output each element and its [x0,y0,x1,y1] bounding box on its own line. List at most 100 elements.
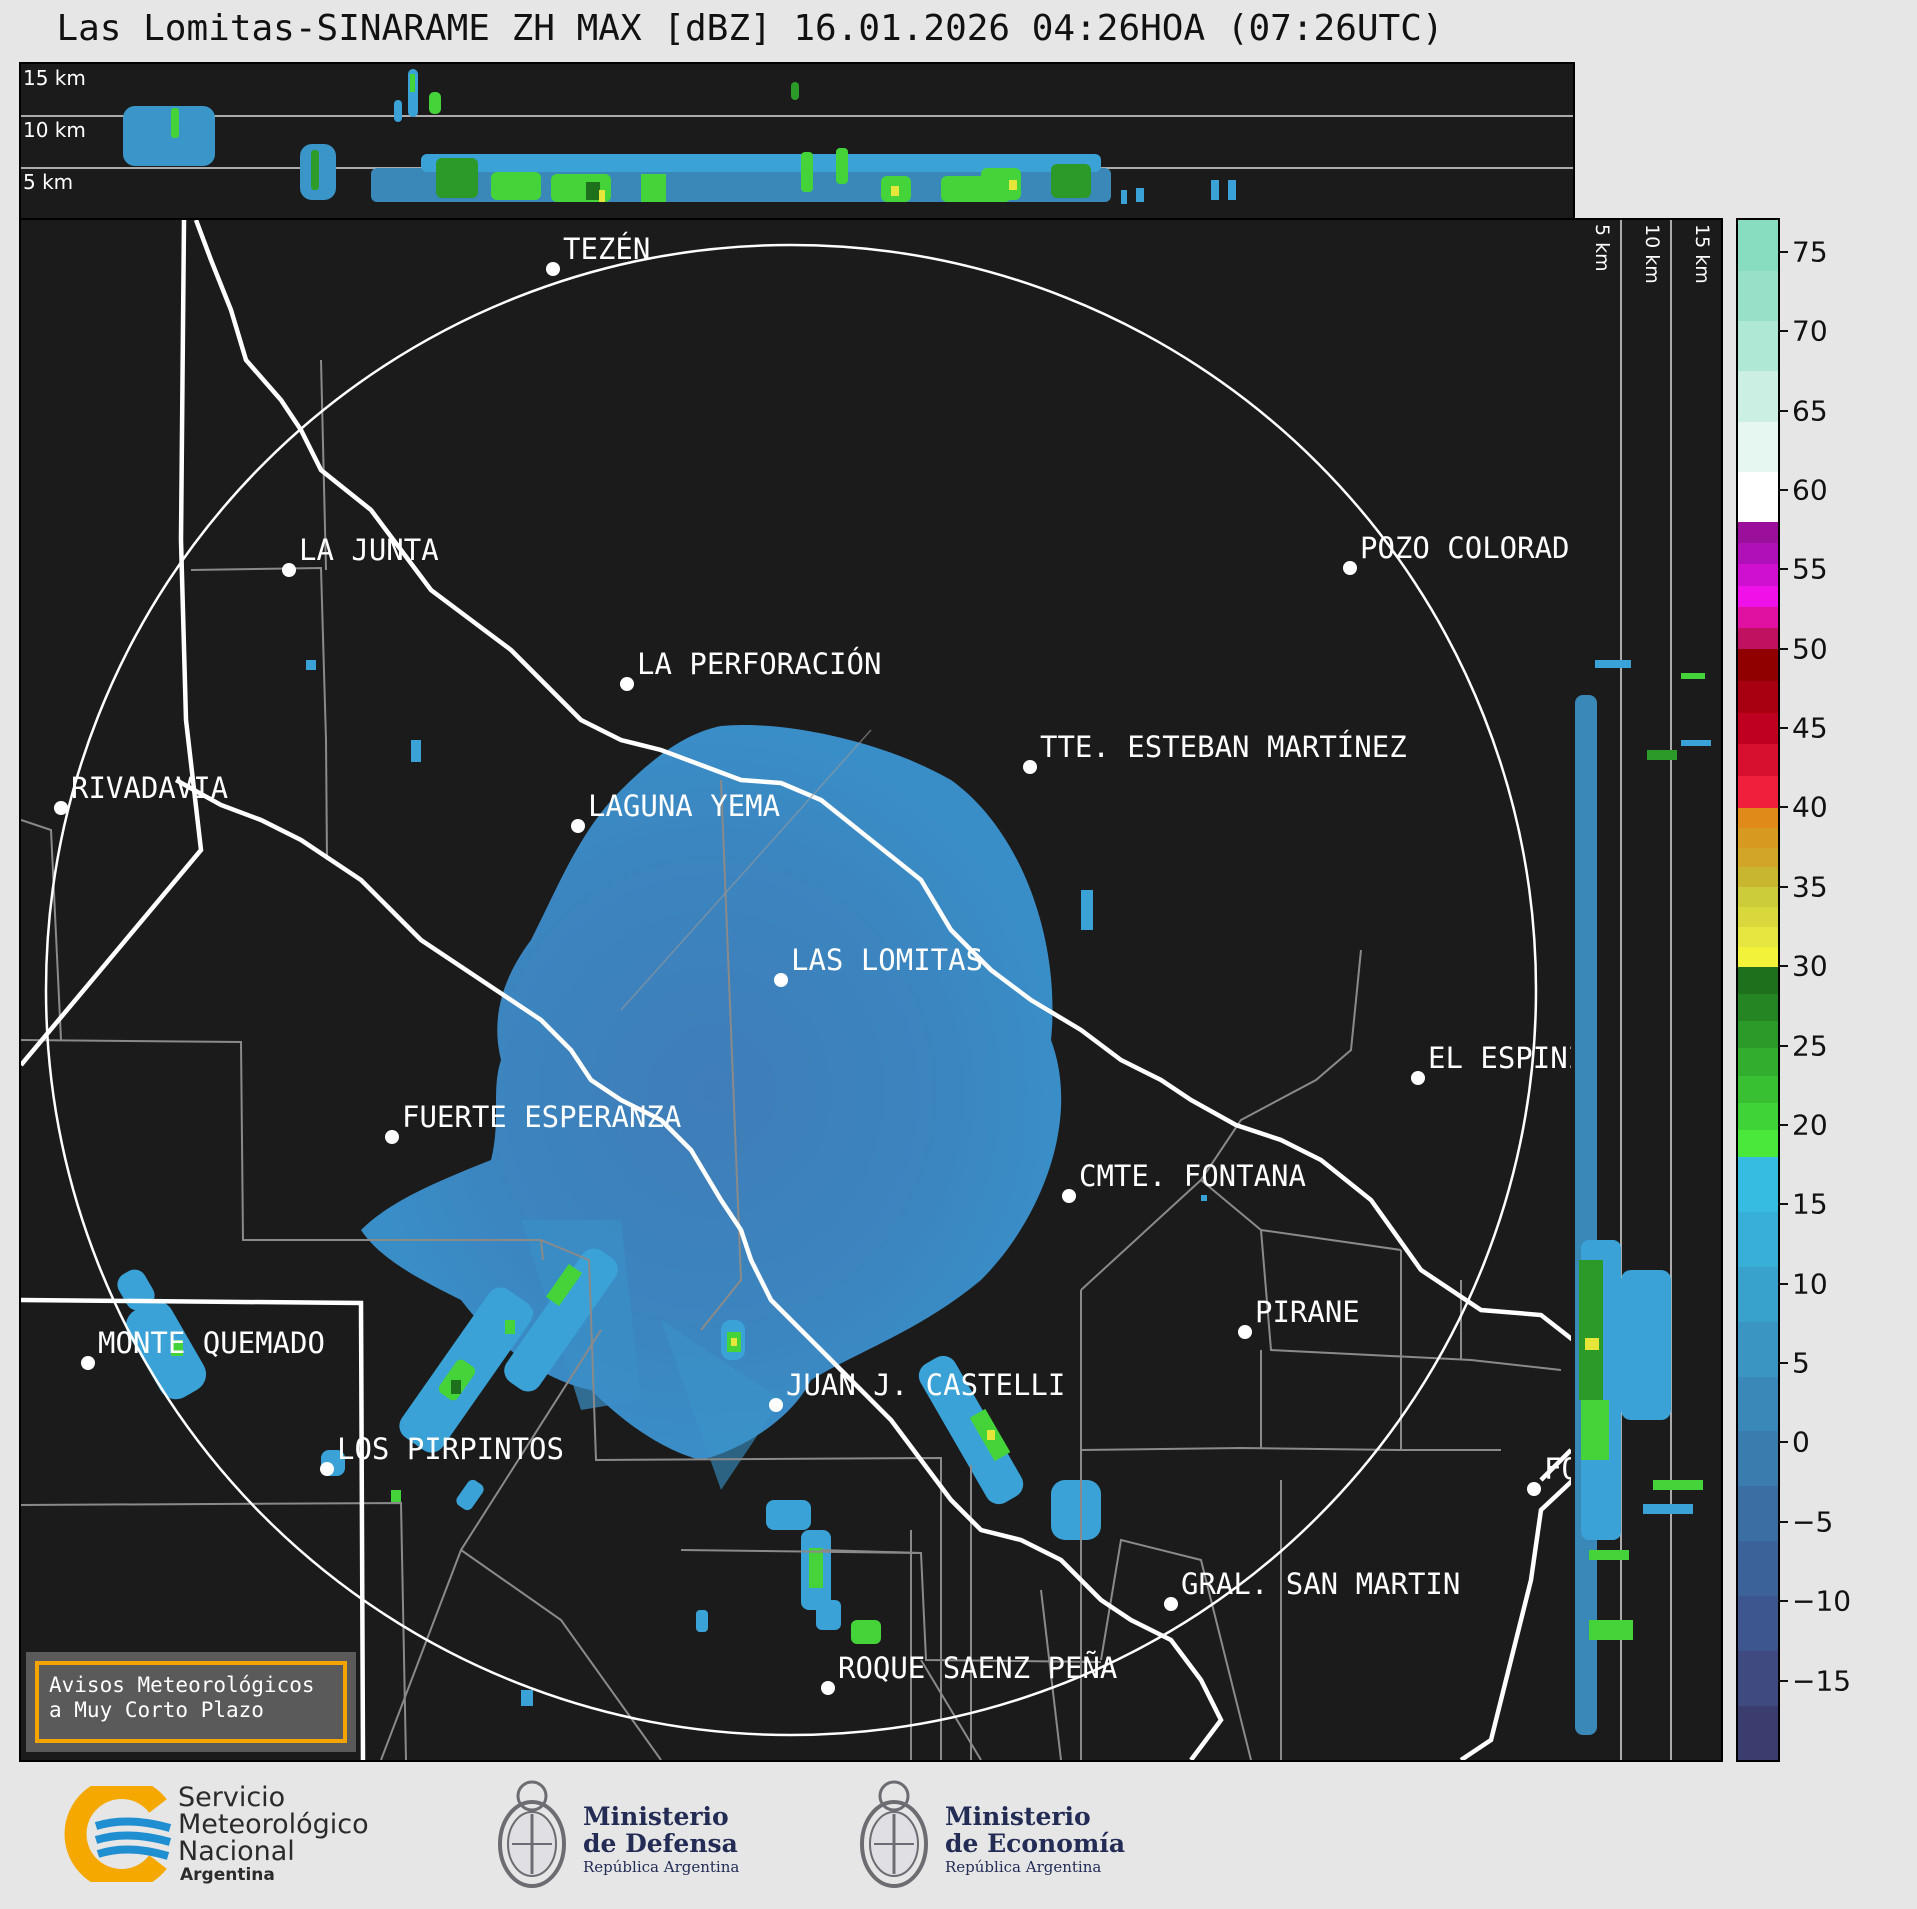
color-scale-tick [1778,1203,1788,1206]
smn-line1: Servicio [178,1782,286,1813]
color-scale-band [1738,827,1778,848]
city-marker: TEZÉN [546,232,650,276]
city-marker: POZO COLORADO [1343,531,1573,575]
color-scale-band [1738,1376,1778,1432]
color-scale-band [1738,1047,1778,1076]
color-scale-tick-label: 10 [1792,1267,1828,1301]
color-scale-band [1738,866,1778,888]
city-dot [620,677,634,691]
top-height-label-10km: 10 km [23,118,86,142]
city-marker: CMTE. FONTANA [1062,1159,1306,1203]
radar-map-panel: TEZÉN LA JUNTA POZO COLORADO LA PERFORACIÓN… [19,218,1575,1762]
color-scale-band [1738,648,1778,681]
color-scale-tick-label: 35 [1792,870,1828,904]
city-marker: ROQUE SAENZ PEÑA [821,1651,1117,1695]
city-dot [1164,1597,1178,1611]
top-cross-section-panel: 15 km 10 km 5 km [19,62,1575,221]
economia-line3: República Argentina [945,1858,1102,1876]
city-label: PIRANE [1255,1295,1360,1329]
side-cross-section-echoes [1575,660,1711,1735]
top-height-label-15km: 15 km [23,66,86,90]
color-scale-band [1738,471,1778,523]
color-scale-band [1738,775,1778,808]
color-scale-band [1738,807,1778,828]
color-scale-tick [1778,1123,1788,1126]
city-label: ROQUE SAENZ PEÑA [838,1651,1117,1685]
economia-line2: de Economía [945,1829,1126,1858]
economia-logo-text: Ministerio de Economía República Argenti… [945,1803,1125,1877]
color-scale-tick [1778,409,1788,412]
color-scale-tick-label: −15 [1792,1664,1852,1698]
warnings-line2: a Muy Corto Plazo [49,1698,264,1722]
city-dot [81,1356,95,1370]
city-marker: PIRANE [1238,1295,1360,1339]
color-scale-band [1738,847,1778,868]
province-boundaries [21,220,1573,1760]
color-scale-band [1738,886,1778,908]
city-dot [774,973,788,987]
city-dot [320,1462,334,1476]
city-dot [769,1398,783,1412]
color-scale-band [1738,906,1778,927]
color-scale-band [1738,563,1778,586]
color-scale-band [1738,1102,1778,1130]
color-scale-band [1738,1156,1778,1213]
color-scale-tick-label: 75 [1792,235,1828,269]
color-scale-tick-label: −10 [1792,1584,1852,1618]
color-scale-tick-label: 0 [1792,1425,1810,1459]
city-dot [821,1681,835,1695]
warnings-line1: Avisos Meteorológicos [49,1673,315,1697]
color-scale-tick-label: 20 [1792,1108,1828,1142]
radar-map: TEZÉN LA JUNTA POZO COLORADO LA PERFORACIÓN… [21,220,1573,1760]
color-scale-tick [1778,885,1788,888]
color-scale-tick [1778,1679,1788,1682]
color-scale-band [1738,270,1778,322]
color-scale-band [1738,1321,1778,1377]
color-scale-tick [1778,1282,1788,1285]
color-scale-tick [1778,1362,1788,1365]
side-cross-section-panel: 5 km 10 km 15 km [1571,218,1723,1762]
color-scale-band [1738,1129,1778,1158]
color-scale-tick-label: 45 [1792,711,1828,745]
smn-logo [58,1777,178,1891]
color-scale-tick-label: 70 [1792,314,1828,348]
color-scale-tick-label: 40 [1792,790,1828,824]
page-title: Las Lomitas-SINARAME ZH MAX [dBZ] 16.01.… [56,8,1444,49]
defensa-logo-text: Ministerio de Defensa República Argentin… [583,1803,739,1877]
color-scale-band [1738,521,1778,544]
color-scale-band [1738,320,1778,372]
city-marker: TTE. ESTEBAN MARTÍNEZ [1023,730,1407,774]
top-height-label-5km: 5 km [23,170,74,194]
city-label: LAGUNA YEMA [588,789,780,823]
color-scale-tick-label: −5 [1792,1505,1834,1539]
color-scale-tick [1778,1520,1788,1523]
color-scale-tick [1778,647,1788,650]
color-scale-tick-label: 60 [1792,473,1828,507]
city-marker: LAGUNA YEMA [571,789,780,833]
color-scale-tick-label: 25 [1792,1029,1828,1063]
city-label: RIVADAVIA [71,771,228,805]
city-dot [54,801,68,815]
city-label: GRAL. SAN MARTIN [1181,1567,1460,1601]
city-marker: LOS PIRPINTOS [320,1432,564,1476]
city-markers: TEZÉN LA JUNTA POZO COLORADO LA PERFORACIÓN… [54,232,1573,1695]
color-scale-tick [1778,727,1788,730]
color-scale-tick [1778,1600,1788,1603]
color-scale-band [1738,1266,1778,1322]
color-scale-tick [1778,250,1788,253]
city-marker: EL ESPINILLO [1411,1041,1573,1085]
side-cross-section-plot [1575,220,1711,1760]
economia-coat-of-arms-icon [856,1774,932,1896]
city-label: EL ESPINILLO [1428,1041,1573,1075]
warnings-link-box[interactable]: Avisos Meteorológicos a Muy Corto Plazo [26,1652,356,1752]
city-label: CMTE. FONTANA [1079,1159,1306,1193]
color-scale-tick-label: 55 [1792,552,1828,586]
color-scale-tick-label: 65 [1792,394,1828,427]
color-scale-band [1738,220,1778,271]
city-label: FORMOSA [1544,1452,1573,1486]
city-marker: LA JUNTA [282,533,439,577]
color-scale-tick-label: 15 [1792,1187,1828,1221]
top-cross-section-echoes [123,69,1236,204]
color-scale-band [1738,421,1778,472]
city-marker: JUAN J. CASTELLI [769,1368,1065,1412]
